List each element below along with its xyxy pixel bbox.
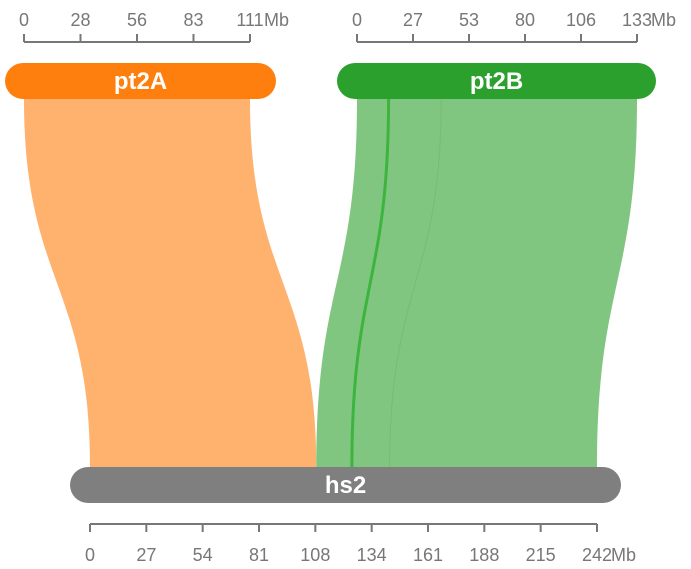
pt2A-hs2-synteny-ribbon[interactable] — [24, 99, 317, 467]
hs2-tick-label: 108 — [300, 545, 330, 565]
hs2-tick-label: 242 — [582, 545, 612, 565]
hs2-tick-label: 134 — [357, 545, 387, 565]
pt2B-tick-label: 80 — [515, 10, 535, 30]
hs2-scale-axis: 0 27 54 81 108 134 161 188 215 242 Mb — [85, 523, 636, 565]
hs2-tick-label: 54 — [193, 545, 213, 565]
pt2B-scale-unit: Mb — [651, 10, 676, 30]
hs2-chromosome-label: hs2 — [325, 472, 366, 499]
pt2B-scale-axis: 0 27 53 80 106 133 Mb — [352, 10, 676, 43]
pt2A-tick-label: 56 — [127, 10, 147, 30]
pt2A-tick-label: 111 — [236, 10, 263, 30]
pt2A-scale-axis: 0 28 56 83 111 Mb — [19, 10, 289, 43]
chromosome-pt2B[interactable]: pt2B — [337, 63, 656, 99]
pt2B-chromosome-bar[interactable] — [337, 63, 656, 99]
pt2B-tick-label: 27 — [403, 10, 423, 30]
pt2A-chromosome-label: pt2A — [114, 68, 167, 95]
hs2-scale-unit: Mb — [611, 545, 636, 565]
synteny-ribbons — [24, 98, 637, 468]
hs2-tick-label: 215 — [526, 545, 556, 565]
pt2A-tick-label: 28 — [70, 10, 90, 30]
pt2A-tick-label: 0 — [19, 10, 29, 30]
pt2B-tick-label: 0 — [352, 10, 362, 30]
chromosome-hs2[interactable]: hs2 — [70, 467, 621, 503]
hs2-tick-label: 27 — [136, 545, 156, 565]
pt2B-hs2-alignment-boundary — [350, 98, 391, 468]
pt2A-scale-unit: Mb — [264, 10, 289, 30]
hs2-tick-label: 188 — [469, 545, 499, 565]
pt2B-chromosome-label: pt2B — [470, 68, 523, 95]
pt2B-tick-label: 106 — [566, 10, 596, 30]
pt2B-tick-label: 53 — [459, 10, 479, 30]
pt2B-tick-label: 133 — [622, 10, 652, 30]
hs2-tick-label: 81 — [249, 545, 269, 565]
hs2-chromosome-bar[interactable] — [70, 467, 621, 503]
pt2B-hs2-alignment-boundary — [389, 98, 442, 468]
pt2A-tick-label: 83 — [183, 10, 203, 30]
pt2A-chromosome-bar[interactable] — [5, 63, 276, 99]
pt2B-hs2-synteny-ribbon[interactable] — [316, 99, 637, 467]
hs2-tick-label: 161 — [413, 545, 443, 565]
hs2-tick-label: 0 — [85, 545, 95, 565]
chromosome-pt2A[interactable]: pt2A — [5, 63, 276, 99]
